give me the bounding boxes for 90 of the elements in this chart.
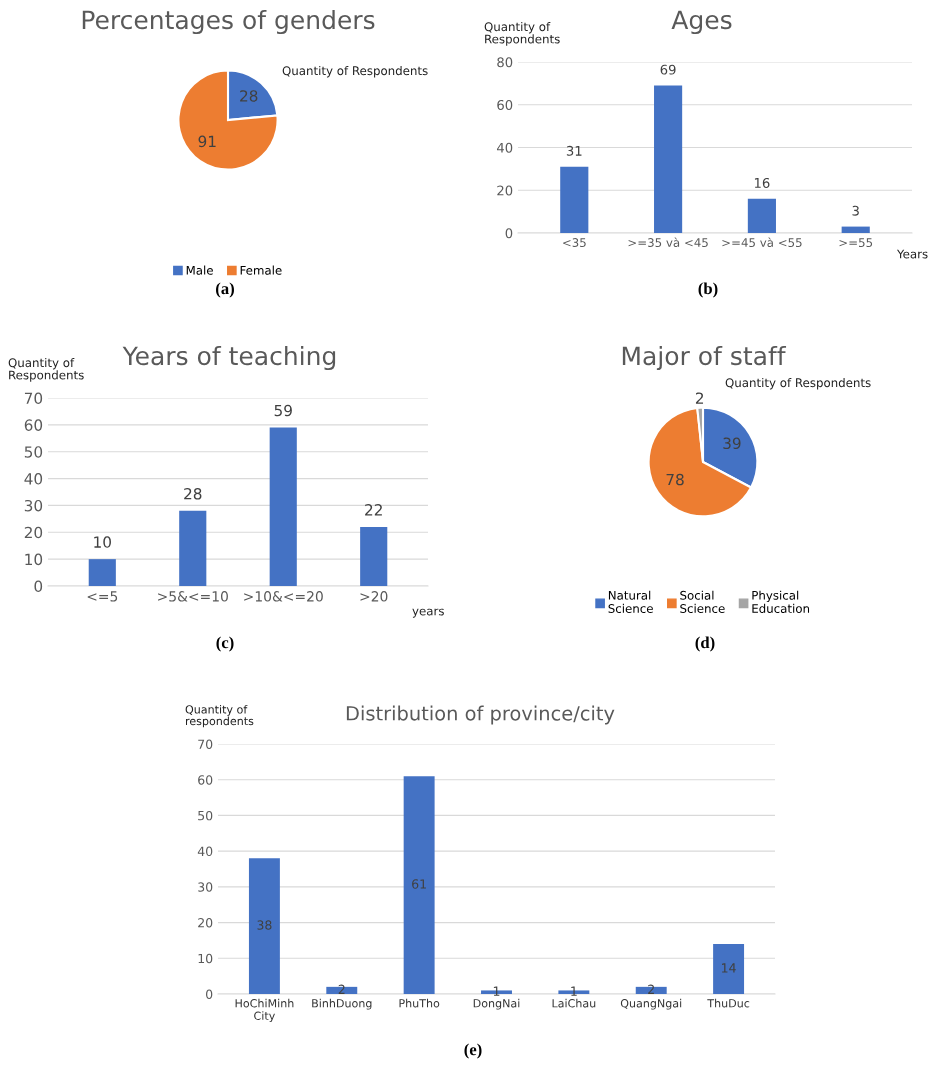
y-axis-title: Quantity of respondents xyxy=(185,705,254,728)
data-label: 91 xyxy=(198,135,216,148)
bar xyxy=(713,944,745,994)
bar xyxy=(635,986,667,994)
y-tick-label: 20 xyxy=(497,185,513,196)
y-tick-label: 70 xyxy=(198,739,213,749)
legend-label: Physical Education xyxy=(752,590,810,613)
x-tick-label: HoChiMinh City xyxy=(235,998,294,1023)
data-label: 38 xyxy=(257,920,272,930)
data-label: 39 xyxy=(723,437,741,450)
x-tick-label: <35 xyxy=(563,238,586,247)
y-tick-label: 50 xyxy=(198,810,213,821)
x-tick-label: >=55 xyxy=(839,238,873,247)
x-tick-label: >=45 và <55 xyxy=(722,237,802,247)
legend-label: Male xyxy=(186,265,213,275)
y-tick-label: 0 xyxy=(34,580,43,593)
y-tick-label: 60 xyxy=(198,775,213,785)
x-tick-label: >=35 và <45 xyxy=(628,237,708,247)
x-tick-label: ThuDuc xyxy=(707,998,750,1008)
chart-title: Distribution of province/city xyxy=(346,705,615,725)
data-label: 3 xyxy=(852,205,859,216)
x-tick-label: BinhDuong xyxy=(312,998,372,1010)
data-label: 78 xyxy=(666,473,684,486)
text: Quantity of Respondents xyxy=(282,66,428,78)
chart-title: Ages xyxy=(671,10,732,35)
data-label: 31 xyxy=(566,145,582,156)
y-tick-label: 10 xyxy=(25,553,43,566)
bar xyxy=(269,427,297,586)
text: (a) xyxy=(216,282,234,298)
data-label: 14 xyxy=(722,963,736,973)
x-tick-label: LaiChau xyxy=(552,998,596,1008)
x-tick-label: <=5 xyxy=(87,591,118,602)
bar xyxy=(747,198,776,233)
y-tick-label: 40 xyxy=(197,846,213,857)
legend-label: Social Science xyxy=(680,590,725,613)
y-tick-label: 50 xyxy=(24,446,43,458)
x-tick-label: QuangNgai xyxy=(620,998,682,1010)
data-label: 28 xyxy=(240,90,258,102)
y-tick-label: 60 xyxy=(497,99,513,110)
bar xyxy=(841,226,870,233)
y-tick-label: 10 xyxy=(198,953,213,964)
y-tick-label: 40 xyxy=(24,473,43,485)
data-label: 59 xyxy=(274,404,292,417)
bar xyxy=(360,526,388,586)
data-label: 2 xyxy=(695,392,704,404)
data-label: 28 xyxy=(184,487,202,500)
chart-title: Major of staff xyxy=(622,345,787,371)
data-label: 10 xyxy=(94,536,111,548)
y-tick-label: 70 xyxy=(24,392,43,405)
x-axis-title: years xyxy=(412,608,444,618)
x-tick-label: DongNai xyxy=(473,998,520,1010)
legend-label: Female xyxy=(240,265,282,275)
bar xyxy=(88,559,116,586)
text: Quantity of Respondents xyxy=(725,378,871,390)
bar xyxy=(654,85,683,233)
legend-label: Natural Science xyxy=(608,590,653,613)
x-tick-label: >20 xyxy=(360,591,388,602)
x-tick-label: >5&<=10 xyxy=(158,591,228,602)
text: (b) xyxy=(698,282,718,298)
bar xyxy=(560,166,589,233)
data-label: 61 xyxy=(412,879,426,889)
y-axis-title: Quantity of Respondents xyxy=(8,358,84,382)
y-tick-label: 40 xyxy=(496,142,513,153)
data-label: 22 xyxy=(365,504,382,516)
data-label: 2 xyxy=(338,984,345,994)
x-axis-title: Years xyxy=(896,249,928,259)
y-tick-label: 0 xyxy=(206,989,213,999)
bar xyxy=(248,858,280,994)
chart-title: Percentages of genders xyxy=(82,9,375,35)
y-tick-label: 20 xyxy=(24,526,43,539)
text: (d) xyxy=(695,636,715,652)
x-tick-label: PhuTho xyxy=(399,998,440,1008)
y-tick-label: 30 xyxy=(198,882,213,892)
y-tick-label: 0 xyxy=(505,228,513,239)
y-axis-title: Quantity of Respondents xyxy=(484,22,560,46)
y-tick-label: 80 xyxy=(497,57,513,68)
bar xyxy=(179,510,207,586)
pie-slice xyxy=(177,69,279,171)
chart-title: Years of teaching xyxy=(122,345,336,371)
text: (c) xyxy=(216,636,234,652)
bar xyxy=(403,776,435,994)
text: (e) xyxy=(464,1043,482,1059)
y-tick-label: 30 xyxy=(24,499,43,512)
x-tick-label: >10&<=20 xyxy=(244,591,323,602)
bar xyxy=(326,986,358,994)
data-label: 2 xyxy=(648,984,654,994)
data-label: 69 xyxy=(660,64,676,75)
data-label: 16 xyxy=(754,177,770,188)
y-tick-label: 20 xyxy=(198,918,213,928)
y-tick-label: 60 xyxy=(24,419,43,431)
